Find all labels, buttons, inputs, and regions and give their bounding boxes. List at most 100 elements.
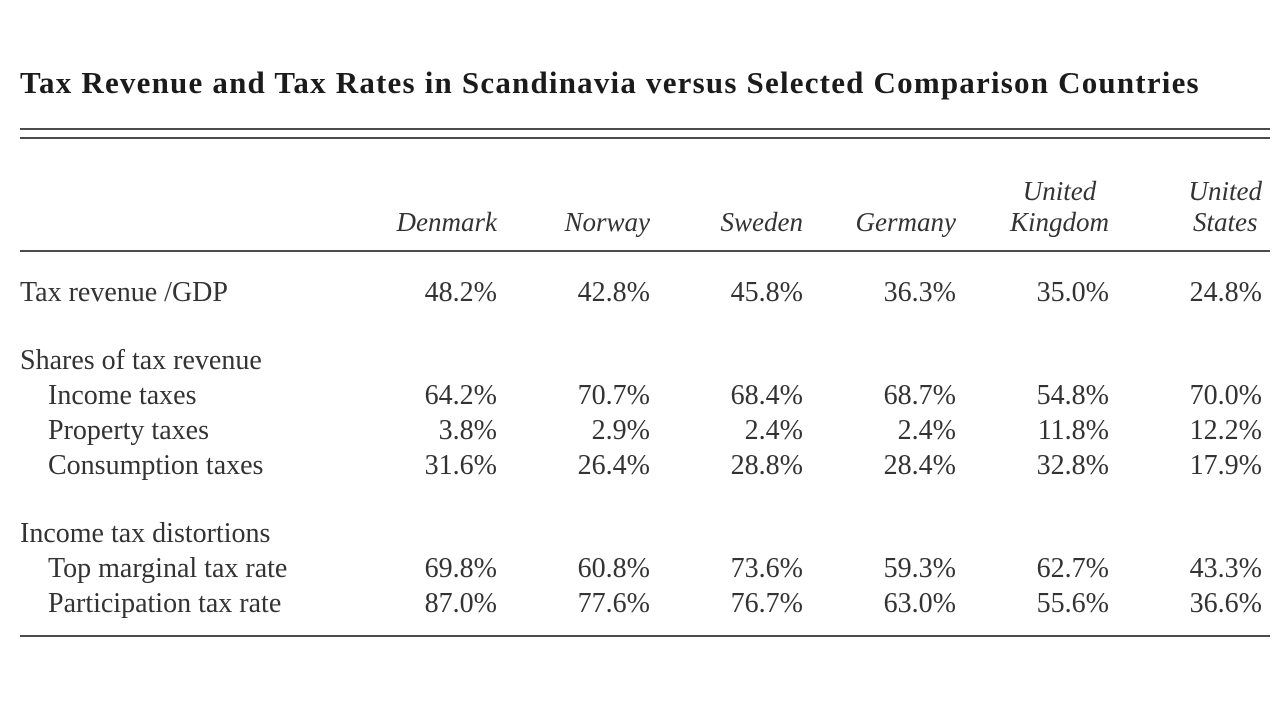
cell-germany: 59.3% — [883, 553, 956, 584]
cell-denmark: 3.8% — [438, 415, 497, 446]
section-label: Income tax distortions — [20, 518, 271, 549]
cell-denmark: 69.8% — [424, 553, 497, 584]
spacer-cell — [20, 310, 1270, 343]
column-header-united-kingdom: United Kingdom — [964, 139, 1117, 252]
column-header-line-bottom: Kingdom — [1009, 207, 1109, 237]
cell-united-kingdom: 55.6% — [1036, 588, 1109, 619]
table-row-income-taxes: Income taxes 64.2% 70.7% 68.4% 68.7% 54.… — [20, 378, 1270, 413]
column-header-text: Germany — [856, 207, 956, 238]
table-header: Denmark Norway Sweden — [20, 139, 1270, 252]
cell-denmark: 48.2% — [424, 277, 497, 308]
column-header-line-bottom: States — [1193, 207, 1258, 237]
cell-sweden: 2.4% — [744, 415, 803, 446]
cell-germany: 28.4% — [883, 450, 956, 481]
column-header-text: Norway — [564, 207, 650, 238]
column-header-norway: Norway — [505, 139, 658, 252]
cell-sweden: 73.6% — [730, 553, 803, 584]
cell-empty — [658, 516, 811, 551]
cell-empty — [352, 516, 505, 551]
cell-united-states: 12.2% — [1189, 415, 1262, 446]
row-label: Property taxes — [48, 415, 209, 446]
spacer-cell — [20, 251, 1270, 275]
column-header-sweden: Sweden — [658, 139, 811, 252]
column-header-text: Sweden — [721, 207, 803, 238]
column-header-line-bottom: Germany — [855, 207, 956, 237]
header-corner-cell — [20, 139, 352, 252]
column-header-united-states: United States — [1117, 139, 1270, 252]
column-header-text: Denmark — [397, 207, 497, 238]
column-header-line-bottom: Sweden — [720, 207, 803, 237]
cell-denmark: 31.6% — [424, 450, 497, 481]
cell-norway: 60.8% — [577, 553, 650, 584]
cell-germany: 63.0% — [883, 588, 956, 619]
table-spacer-row — [20, 483, 1270, 516]
table-row-property-taxes: Property taxes 3.8% 2.9% 2.4% 2.4% 11.8%… — [20, 413, 1270, 448]
cell-united-kingdom: 54.8% — [1036, 380, 1109, 411]
row-label: Participation tax rate — [48, 588, 282, 619]
cell-united-states: 43.3% — [1189, 553, 1262, 584]
cell-norway: 77.6% — [577, 588, 650, 619]
row-label: Income taxes — [48, 380, 197, 411]
cell-united-kingdom: 62.7% — [1036, 553, 1109, 584]
cell-sweden: 68.4% — [730, 380, 803, 411]
cell-empty — [505, 343, 658, 378]
cell-empty — [1117, 343, 1270, 378]
cell-empty — [811, 516, 964, 551]
cell-united-states: 70.0% — [1189, 380, 1262, 411]
cell-united-kingdom: 35.0% — [1036, 277, 1109, 308]
column-header-line-bottom: Denmark — [396, 207, 497, 237]
cell-united-kingdom: 11.8% — [1037, 415, 1109, 446]
column-header-text: United States — [1189, 176, 1263, 238]
cell-germany: 2.4% — [897, 415, 956, 446]
column-header-line-top: United — [1022, 176, 1097, 206]
cell-empty — [964, 343, 1117, 378]
column-header-text: United Kingdom — [1010, 176, 1109, 238]
cell-denmark: 87.0% — [424, 588, 497, 619]
cell-united-states: 24.8% — [1189, 277, 1262, 308]
row-label: Top marginal tax rate — [48, 553, 288, 584]
double-rule — [20, 128, 1270, 139]
cell-empty — [1117, 516, 1270, 551]
table-section-row-shares-of-tax-revenue: Shares of tax revenue — [20, 343, 1270, 378]
cell-germany: 36.3% — [883, 277, 956, 308]
cell-sweden: 28.8% — [730, 450, 803, 481]
cell-denmark: 64.2% — [424, 380, 497, 411]
cell-norway: 70.7% — [577, 380, 650, 411]
cell-united-kingdom: 32.8% — [1036, 450, 1109, 481]
table-row-consumption-taxes: Consumption taxes 31.6% 26.4% 28.8% 28.4… — [20, 448, 1270, 483]
cell-empty — [964, 516, 1117, 551]
cell-sweden: 45.8% — [730, 277, 803, 308]
cell-sweden: 76.7% — [730, 588, 803, 619]
cell-norway: 2.9% — [591, 415, 650, 446]
cell-united-states: 36.6% — [1189, 588, 1262, 619]
cell-empty — [352, 343, 505, 378]
cell-germany: 68.7% — [883, 380, 956, 411]
table-body: Tax revenue /GDP 48.2% 42.8% 45.8% 36.3%… — [20, 251, 1270, 621]
cell-empty — [505, 516, 658, 551]
cell-empty — [658, 343, 811, 378]
table-title: Tax Revenue and Tax Rates in Scandinavia… — [20, 65, 1200, 100]
table-spacer-row — [20, 310, 1270, 343]
row-label: Consumption taxes — [48, 450, 264, 481]
cell-united-states: 17.9% — [1189, 450, 1262, 481]
table-figure: Tax Revenue and Tax Rates in Scandinavia… — [20, 0, 1270, 637]
table-bottom-rule — [20, 635, 1270, 637]
cell-norway: 26.4% — [577, 450, 650, 481]
tax-table: Denmark Norway Sweden — [20, 139, 1270, 621]
column-header-line-top: United — [1188, 176, 1263, 206]
section-label: Shares of tax revenue — [20, 345, 262, 376]
table-row-tax-revenue-gdp: Tax revenue /GDP 48.2% 42.8% 45.8% 36.3%… — [20, 275, 1270, 310]
column-header-denmark: Denmark — [352, 139, 505, 252]
table-row-top-marginal-tax-rate: Top marginal tax rate 69.8% 60.8% 73.6% … — [20, 551, 1270, 586]
cell-empty — [811, 343, 964, 378]
cell-norway: 42.8% — [577, 277, 650, 308]
table-section-row-income-tax-distortions: Income tax distortions — [20, 516, 1270, 551]
table-spacer-row — [20, 251, 1270, 275]
row-label: Tax revenue /GDP — [20, 277, 228, 308]
column-header-line-bottom: Norway — [564, 207, 650, 237]
column-header-germany: Germany — [811, 139, 964, 252]
table-row-participation-tax-rate: Participation tax rate 87.0% 77.6% 76.7%… — [20, 586, 1270, 621]
header-row: Denmark Norway Sweden — [20, 139, 1270, 252]
spacer-cell — [20, 483, 1270, 516]
